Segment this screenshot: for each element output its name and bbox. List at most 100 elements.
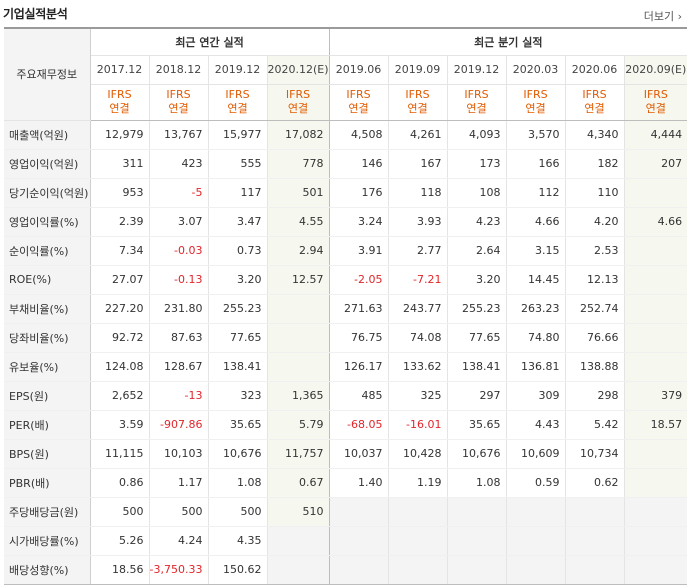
table-cell: 325 [387, 380, 448, 411]
table-cell: 4.43 [505, 410, 566, 440]
table-row: PBR(배) 0.86 1.17 1.08 0.67 1.40 1.19 1.08 0.59 0.… [4, 468, 688, 498]
table-cell: 500 [89, 496, 149, 527]
column-header-label: 주요재무정보 [4, 27, 91, 121]
row-label: 순이익률(%) [4, 236, 91, 266]
table-cell: 4,093 [446, 120, 507, 150]
row-label: 영업이익률(%) [4, 206, 91, 237]
table-cell: 0.67 [266, 468, 330, 498]
table-cell [328, 526, 389, 556]
period-header: 2019.12 [446, 55, 507, 85]
table-cell: -0.03 [148, 236, 208, 266]
more-link[interactable]: 더보기 › [643, 10, 682, 23]
table-cell: 4,444 [623, 120, 688, 150]
table-cell: 10,037 [328, 439, 389, 469]
table-cell: 128.67 [148, 352, 208, 382]
table-cell [505, 555, 566, 585]
table-cell: 3.20 [207, 265, 267, 295]
table-cell [623, 526, 688, 556]
table-cell: 126.17 [328, 352, 389, 382]
row-label: 배당성향(%) [4, 555, 91, 585]
accounting-type: IFRS 연결 [446, 84, 507, 121]
table-cell: -907.86 [148, 410, 208, 440]
table-cell: 3.24 [328, 206, 389, 237]
ifrs-label: IFRS [346, 88, 371, 101]
accounting-type-row: IFRS 연결 IFRS 연결 IFRS 연결 IFRS 연결 IFRS 연결 IFRS 연결 IFRS… [4, 84, 688, 121]
table-cell: 0.59 [505, 468, 566, 498]
table-cell: 10,103 [148, 439, 208, 469]
table-cell [266, 323, 330, 353]
table-cell: 27.07 [89, 265, 149, 295]
table-cell: 166 [505, 149, 566, 179]
table-cell: 2.94 [266, 236, 330, 266]
table-cell: 323 [207, 380, 267, 411]
table-cell: 243.77 [387, 293, 448, 324]
table-cell [623, 468, 688, 498]
table-cell: 35.65 [446, 410, 507, 440]
table-cell: 3.59 [89, 410, 149, 440]
table-cell [328, 555, 389, 585]
row-label: ROE(%) [4, 265, 91, 295]
accounting-type: IFRS 연결 [89, 84, 149, 121]
ifrs-label: IFRS [464, 88, 489, 101]
ifrs-label: IFRS [285, 88, 311, 101]
table-cell: 176 [328, 178, 389, 208]
table-cell: 271.63 [328, 293, 389, 324]
table-cell: 173 [446, 149, 507, 179]
table-cell: 138.41 [207, 352, 267, 382]
table-cell [446, 526, 507, 556]
table-cell: 423 [148, 149, 208, 179]
table-cell: 35.65 [207, 410, 267, 440]
table-cell [266, 352, 330, 382]
table-cell: 501 [266, 178, 330, 208]
table-cell: 76.66 [564, 323, 625, 353]
accounting-type: IFRS 연결 [328, 84, 389, 121]
table-cell: 117 [207, 178, 267, 208]
section-header: 기업실적분석 더보기 › [0, 0, 688, 27]
table-cell: -7.21 [387, 265, 448, 295]
accounting-type: IFRS 연결 [266, 84, 330, 121]
row-label: 주당배당금(원) [4, 496, 91, 527]
period-header: 2017.12 [89, 55, 149, 85]
table-cell: 298 [564, 380, 625, 411]
table-cell: 138.88 [564, 352, 625, 382]
consolidated-label: 연결 [109, 102, 130, 115]
table-cell: 500 [207, 496, 267, 527]
table-cell: 10,676 [207, 439, 267, 469]
quarterly-header: 최근 분기 실적 [328, 27, 688, 56]
table-cell: 15,977 [207, 120, 267, 150]
row-label: 당기순이익(억원) [4, 178, 91, 208]
table-cell: 5.26 [89, 526, 149, 556]
table-cell: 500 [148, 496, 208, 527]
table-cell: 4.20 [564, 206, 625, 237]
ifrs-label: IFRS [225, 88, 250, 101]
accounting-type: IFRS 연결 [148, 84, 208, 121]
table-cell: 231.80 [148, 293, 208, 324]
table-cell: 297 [446, 380, 507, 411]
table-cell: -3,750.33 [148, 555, 208, 585]
table-row: EPS(원) 2,652 -13 323 1,365 485 325 297 309 298 379 [4, 380, 688, 411]
table-cell: 4,261 [387, 120, 448, 150]
table-cell: 146 [328, 149, 389, 179]
table-cell: 1.17 [148, 468, 208, 498]
ifrs-label: IFRS [166, 88, 191, 101]
table-cell: 4.24 [148, 526, 208, 556]
table-cell [623, 323, 688, 353]
table-cell: 108 [446, 178, 507, 208]
table-cell: 3.47 [207, 206, 267, 237]
table-cell [623, 178, 688, 208]
table-row: 영업이익률(%) 2.39 3.07 3.47 4.55 3.24 3.93 4.23 4.66… [4, 206, 688, 237]
table-cell: 5.79 [266, 410, 330, 440]
table-cell [446, 555, 507, 585]
table-cell: 2.39 [89, 206, 149, 237]
table-row: 시가배당률(%) 5.26 4.24 4.35 [4, 526, 688, 556]
table-cell: 18.56 [89, 555, 149, 585]
table-cell: 311 [89, 149, 149, 179]
table-cell: 3.91 [328, 236, 389, 266]
table-cell: 227.20 [89, 293, 149, 324]
row-label: 유보율(%) [4, 352, 91, 382]
row-label: PBR(배) [4, 468, 91, 498]
table-cell: -0.13 [148, 265, 208, 295]
table-cell: 92.72 [89, 323, 149, 353]
row-label: EPS(원) [4, 380, 91, 411]
table-cell: 118 [387, 178, 448, 208]
